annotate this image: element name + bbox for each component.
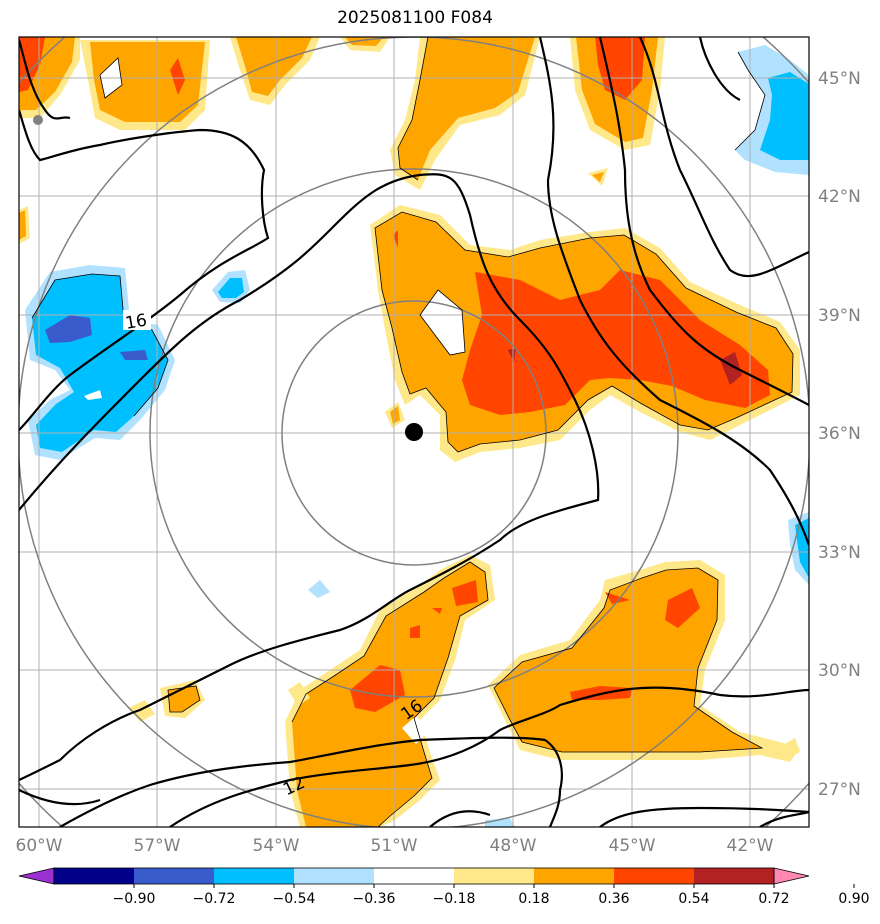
- map-title: 2025081100 F084: [337, 8, 493, 28]
- map-frame: [18, 36, 810, 828]
- positive-anomaly-region: [19, 210, 26, 240]
- lon-tick-label: 48°W: [490, 836, 537, 856]
- negative-anomaly-region: [485, 818, 515, 827]
- colorbar-frame: [53, 867, 775, 885]
- negative-anomaly-region: [760, 72, 809, 160]
- positive-anomaly-region: [720, 352, 742, 385]
- lat-tick-label: 45°N: [818, 69, 861, 89]
- colorbar-segment: [534, 868, 615, 884]
- colorbar-tick-label: −0.36: [353, 891, 396, 907]
- colorbar-segment: [614, 868, 695, 884]
- secondary-marker: [33, 115, 43, 125]
- lon-tick-label: 42°W: [727, 836, 774, 856]
- positive-anomaly-region: [592, 172, 604, 182]
- positive-anomaly-region: [398, 37, 535, 180]
- positive-anomaly-region: [402, 716, 430, 744]
- colorbar-tick-label: 0.90: [838, 891, 869, 907]
- colorbar-segment: [694, 868, 775, 884]
- lon-tick-label: 54°W: [253, 836, 300, 856]
- colorbar-extend-low: [18, 867, 55, 885]
- colorbar-segment: [454, 868, 535, 884]
- colorbar-tick-label: −0.18: [433, 891, 476, 907]
- colorbar-tick-label: 0.54: [678, 891, 709, 907]
- negative-anomaly-region: [218, 278, 244, 298]
- lat-tick-label: 39°N: [818, 306, 861, 326]
- colorbar-extend-high: [773, 867, 810, 885]
- positive-anomaly-region: [508, 348, 516, 362]
- colorbar-segment: [374, 868, 455, 884]
- positive-anomaly-region: [494, 568, 762, 752]
- negative-anomaly-region: [45, 315, 92, 343]
- colorbar-segment: [54, 868, 135, 884]
- positive-anomaly-region: [410, 625, 420, 638]
- lon-tick-label: 57°W: [134, 836, 181, 856]
- lon-tick-label: 51°W: [371, 836, 418, 856]
- negative-anomaly-region: [84, 390, 102, 400]
- anomaly-fills: [19, 37, 809, 827]
- colorbar-ticks: −0.90 −0.72 −0.54 −0.36 −0.18 0.18 0.36 0.54 0.7…: [113, 884, 870, 907]
- colorbar-tick-label: −0.54: [273, 891, 316, 907]
- lat-axis: 45°N 42°N 39°N 36°N 33°N 30°N 27°N: [818, 69, 861, 800]
- positive-anomaly-region: [350, 665, 405, 712]
- lat-tick-label: 27°N: [818, 780, 861, 800]
- colorbar-segment: [134, 868, 215, 884]
- positive-anomaly-region: [462, 270, 770, 415]
- colorbar: [18, 867, 810, 885]
- lat-tick-label: 36°N: [818, 424, 861, 444]
- colorbar-tick-label: 0.18: [518, 891, 549, 907]
- contour-label-16-upper: 16: [124, 310, 149, 333]
- positive-anomaly-region: [432, 608, 442, 614]
- positive-anomaly-region: [420, 290, 465, 355]
- lon-tick-label: 60°W: [16, 836, 63, 856]
- colorbar-tick-label: −0.72: [193, 891, 236, 907]
- positive-anomaly-region: [665, 588, 700, 628]
- height-contours: [19, 37, 809, 827]
- negative-anomaly-region: [120, 350, 148, 360]
- colorbar-tick-label: −0.90: [113, 891, 156, 907]
- colorbar-tick-label: 0.72: [758, 891, 789, 907]
- lon-tick-label: 45°W: [609, 836, 656, 856]
- colorbar-segment: [294, 868, 375, 884]
- positive-anomaly-region: [452, 580, 478, 606]
- negative-anomaly-region: [308, 580, 330, 598]
- negative-anomaly-region: [32, 274, 168, 452]
- positive-anomaly-region: [288, 682, 310, 706]
- positive-anomaly-region: [236, 37, 312, 96]
- positive-anomaly-region: [390, 406, 400, 424]
- positive-anomaly-region: [605, 592, 630, 604]
- lat-tick-label: 30°N: [818, 661, 861, 681]
- positive-anomaly-region: [778, 738, 800, 760]
- lon-axis: 60°W 57°W 54°W 51°W 48°W 45°W 42°W: [16, 836, 774, 856]
- colorbar-tick-label: 0.36: [598, 891, 629, 907]
- colorbar-segment: [214, 868, 295, 884]
- positive-anomaly-region: [170, 58, 185, 95]
- lat-tick-label: 42°N: [818, 187, 861, 207]
- lat-tick-label: 33°N: [818, 543, 861, 563]
- storm-center-marker: [405, 423, 423, 441]
